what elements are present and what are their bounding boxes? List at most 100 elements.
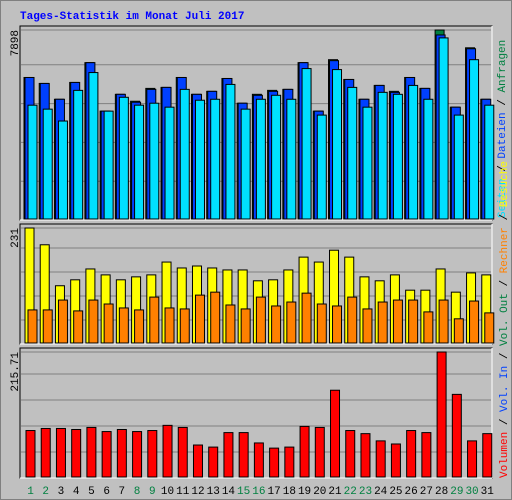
bar bbox=[484, 104, 495, 220]
x-tick-label: 12 bbox=[191, 486, 204, 498]
bar bbox=[225, 83, 236, 220]
bar bbox=[194, 99, 205, 220]
bar bbox=[436, 351, 447, 478]
bar bbox=[240, 108, 251, 220]
bar bbox=[225, 304, 236, 344]
bar bbox=[316, 114, 327, 220]
x-tick-label: 21 bbox=[328, 486, 342, 498]
x-tick-label: 14 bbox=[222, 486, 236, 498]
bar bbox=[286, 98, 297, 220]
bar bbox=[73, 310, 84, 344]
bar bbox=[390, 443, 401, 478]
bar bbox=[27, 104, 38, 220]
bar bbox=[330, 389, 341, 478]
bar bbox=[238, 432, 249, 478]
x-tick-label: 20 bbox=[313, 486, 326, 498]
bar bbox=[314, 426, 325, 478]
bar bbox=[301, 68, 312, 220]
bar bbox=[347, 296, 358, 344]
bar bbox=[116, 428, 127, 478]
bar bbox=[194, 294, 205, 344]
bar bbox=[423, 311, 434, 344]
bar bbox=[253, 442, 264, 478]
bar bbox=[132, 431, 143, 478]
bar bbox=[240, 308, 251, 344]
bar bbox=[103, 303, 114, 344]
x-tick-label: 29 bbox=[450, 486, 463, 498]
bar bbox=[467, 440, 478, 478]
bar bbox=[149, 102, 160, 220]
x-tick-label: 5 bbox=[88, 486, 95, 498]
bar bbox=[147, 430, 158, 478]
bar bbox=[88, 72, 99, 220]
bar bbox=[73, 89, 84, 220]
bar bbox=[42, 108, 53, 220]
x-tick-label: 16 bbox=[252, 486, 265, 498]
bar bbox=[210, 291, 221, 344]
bar bbox=[453, 114, 464, 220]
bar bbox=[164, 307, 175, 344]
x-tick-label: 18 bbox=[283, 486, 296, 498]
bar bbox=[57, 120, 68, 220]
bar bbox=[375, 440, 386, 478]
bar bbox=[223, 432, 234, 478]
bar bbox=[179, 308, 190, 344]
legend-separator: / bbox=[499, 207, 511, 227]
bar bbox=[208, 446, 219, 478]
x-tick-label: 3 bbox=[58, 486, 65, 498]
legend-entry: Besuche bbox=[499, 161, 511, 207]
x-tick-label: 27 bbox=[420, 486, 433, 498]
bar bbox=[149, 296, 160, 344]
x-tick-label: 13 bbox=[207, 486, 220, 498]
bar bbox=[162, 424, 173, 478]
bar bbox=[103, 110, 114, 220]
legend-entry: Dateien bbox=[497, 112, 509, 158]
bar bbox=[347, 86, 358, 220]
x-tick-label: 25 bbox=[389, 486, 402, 498]
bar bbox=[332, 305, 343, 344]
bar bbox=[408, 84, 419, 220]
legend-entry: Anfragen bbox=[497, 40, 509, 93]
bar bbox=[423, 98, 434, 220]
x-tick-label: 28 bbox=[435, 486, 448, 498]
legend-separator: / bbox=[499, 412, 511, 432]
bar bbox=[345, 430, 356, 478]
bar bbox=[86, 426, 97, 478]
bar bbox=[392, 299, 403, 344]
bar bbox=[362, 106, 373, 220]
bar bbox=[164, 106, 175, 220]
bar bbox=[118, 307, 129, 344]
x-tick-label: 9 bbox=[149, 486, 156, 498]
x-tick-label: 2 bbox=[42, 486, 49, 498]
bar bbox=[210, 98, 221, 220]
x-tick-label: 22 bbox=[344, 486, 357, 498]
bar bbox=[179, 88, 190, 220]
bar bbox=[177, 426, 188, 478]
bar bbox=[71, 428, 82, 478]
bar bbox=[42, 309, 53, 344]
x-tick-label: 1 bbox=[27, 486, 34, 498]
x-tick-label: 6 bbox=[103, 486, 110, 498]
bar bbox=[453, 318, 464, 344]
x-tick-label: 7 bbox=[119, 486, 126, 498]
legend-entry: Volumen bbox=[499, 432, 511, 478]
x-tick-label: 8 bbox=[134, 486, 141, 498]
bar bbox=[360, 433, 371, 478]
bar bbox=[118, 96, 129, 220]
bar bbox=[40, 427, 51, 478]
legend: Volumen / Vol. In / Vol. Out / Rechner /… bbox=[499, 161, 511, 478]
x-tick-label: 19 bbox=[298, 486, 311, 498]
bar bbox=[469, 59, 480, 220]
bar bbox=[57, 299, 68, 344]
x-tick-label: 31 bbox=[481, 486, 495, 498]
bar bbox=[484, 312, 495, 344]
x-tick-label: 23 bbox=[359, 486, 372, 498]
legend-entry: Seiten bbox=[497, 178, 509, 218]
bar bbox=[482, 433, 493, 478]
bar bbox=[377, 91, 388, 220]
x-tick-label: 10 bbox=[161, 486, 174, 498]
bar bbox=[377, 301, 388, 344]
bar bbox=[421, 432, 432, 478]
x-tick-label: 30 bbox=[465, 486, 478, 498]
